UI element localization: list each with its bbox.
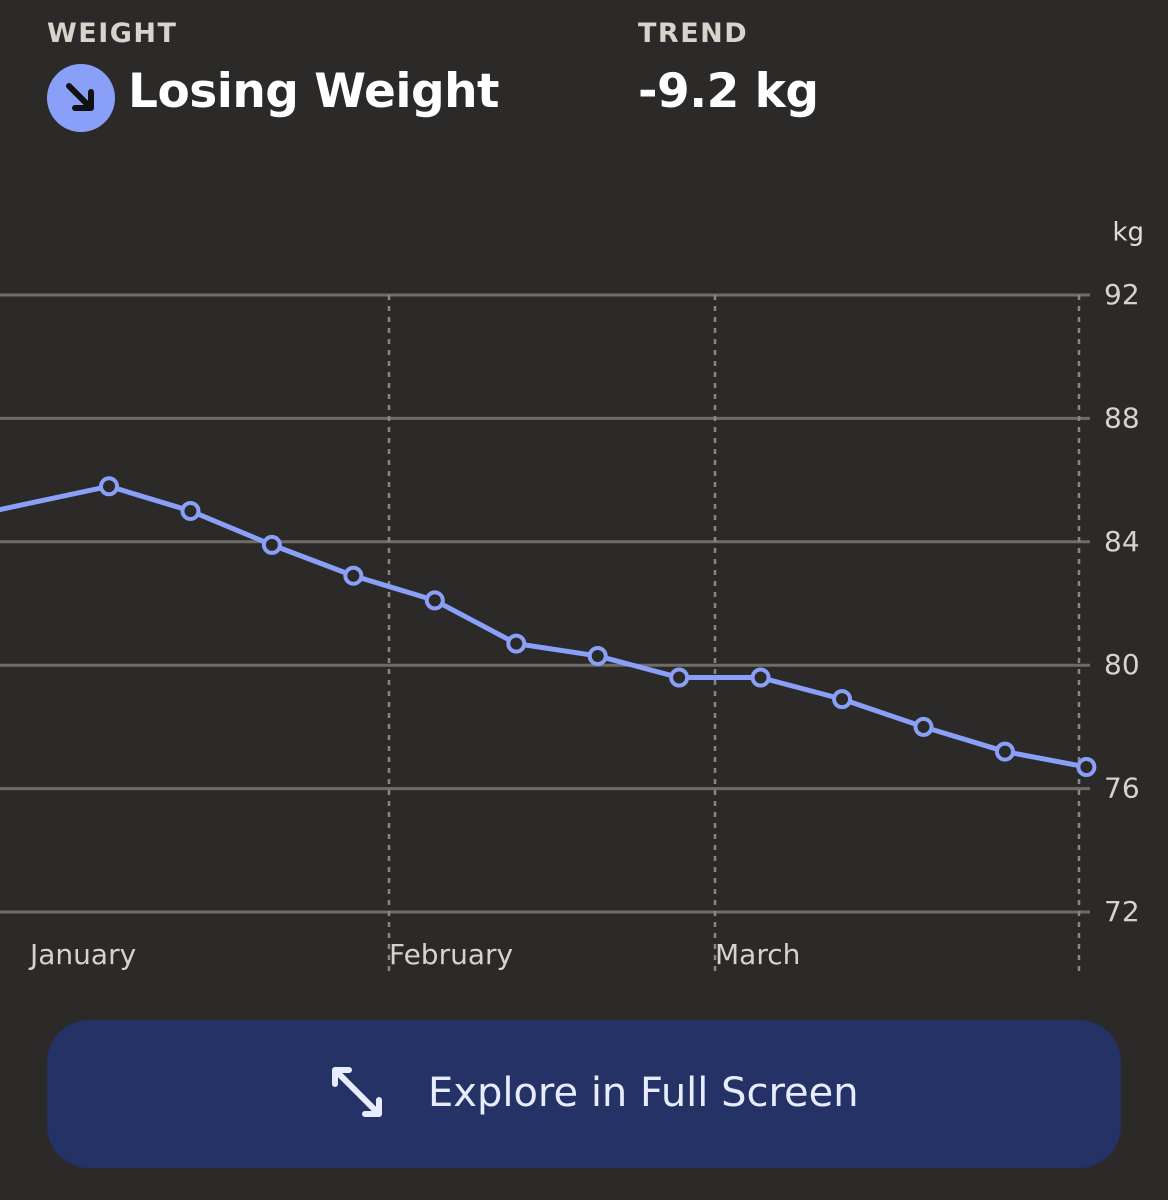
trend-label: TREND xyxy=(638,18,749,49)
data-point xyxy=(913,716,934,737)
button-label: Explore in Full Screen xyxy=(428,1070,859,1116)
data-point xyxy=(994,741,1015,762)
trend-icon xyxy=(47,64,115,132)
status: Losing Weight xyxy=(128,64,500,119)
data-point xyxy=(750,667,771,688)
y-tick-label: 88 xyxy=(1104,401,1140,434)
expand-icon xyxy=(332,1067,382,1117)
y-tick-label: 92 xyxy=(1104,278,1140,311)
data-point xyxy=(343,565,364,586)
data-point xyxy=(587,645,608,666)
y-unit: kg xyxy=(1112,218,1144,248)
data-point xyxy=(99,476,119,497)
data-point xyxy=(424,590,445,611)
data-point xyxy=(180,500,201,521)
x-month-label: March xyxy=(715,938,800,971)
y-tick-label: 84 xyxy=(1104,525,1140,558)
data-point xyxy=(506,633,527,654)
weight-line xyxy=(0,483,1087,770)
y-tick-label: 72 xyxy=(1104,895,1140,928)
chart: kg 72 76 80 84 88 92 January February March xyxy=(0,218,1144,975)
trend-value: -9.2 kg xyxy=(638,64,819,119)
full-screen-button[interactable]: Explore in Full Screen xyxy=(47,1020,1121,1168)
x-month-label: February xyxy=(389,938,513,971)
y-tick-label: 76 xyxy=(1104,772,1140,805)
data-point xyxy=(1076,757,1097,778)
y-tick-label: 80 xyxy=(1104,648,1140,681)
data-point xyxy=(261,534,282,555)
data-point xyxy=(669,667,690,688)
metric-label: WEIGHT xyxy=(47,18,178,49)
x-month-label: January xyxy=(28,938,136,971)
data-point xyxy=(832,689,853,710)
